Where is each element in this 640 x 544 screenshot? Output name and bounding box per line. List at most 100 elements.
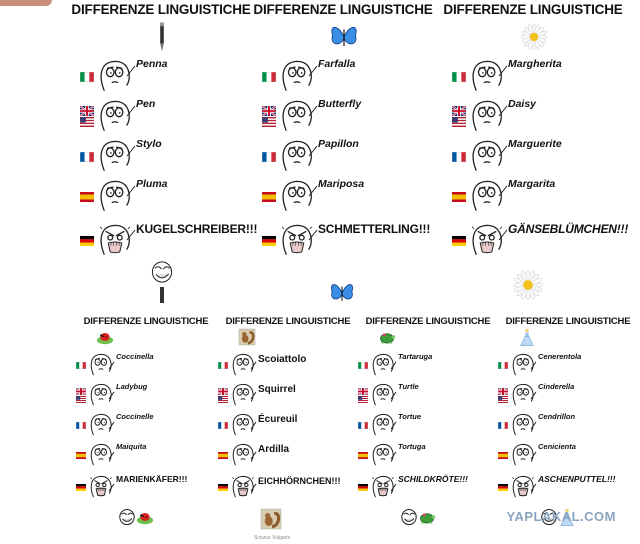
speech-line [498, 228, 508, 246]
stick-face-icon [511, 352, 535, 381]
speech-line [308, 144, 318, 162]
panel-butterfly: DIFFERENZE LINGUISTICHE Farfalla Butterfly… [253, 0, 442, 544]
word-es: Margarita [508, 178, 556, 190]
word-it: Scoiattolo [258, 354, 307, 365]
flag-it-icon [218, 362, 228, 369]
flag-fr-icon [218, 422, 228, 429]
word-de: ASCHENPUTTEL!!! [538, 474, 616, 484]
translation-row-es: Tortuga [358, 442, 498, 478]
stick-face-icon [89, 352, 113, 381]
word-fr: Écureuil [258, 414, 298, 425]
flag-it-icon [498, 362, 508, 369]
word-de: KUGELSCHREIBER!!! [136, 222, 258, 236]
panel-cinderella: DIFFERENZE LINGUISTICHE Cenerentola Cinder… [498, 0, 638, 544]
corner-decoration [0, 0, 52, 6]
word-de: SCHILDKRÖTE!!! [398, 474, 468, 484]
word-de: EICHHÖRNCHEN!!! [258, 476, 341, 486]
word-it: Tartaruga [398, 352, 433, 361]
stick-face-icon [89, 442, 113, 471]
speech-line [308, 104, 318, 122]
squirrel-caption: Sciurus Vulgaris [254, 535, 290, 541]
translation-row-it: Penna [80, 58, 260, 94]
translation-row-de: SCHILDKRÖTE!!! [358, 474, 498, 510]
stick-face-icon [280, 98, 314, 137]
rage-face-icon [470, 222, 504, 261]
panel-ladybug: DIFFERENZE LINGUISTICHE Coccinella Ladybug… [76, 0, 216, 544]
word-es: Cenicienta [538, 442, 576, 451]
rage-face-icon [89, 474, 113, 503]
flag-it-icon [76, 362, 86, 369]
flag-es-icon [452, 192, 466, 202]
translation-row-en: Pen [80, 98, 260, 134]
flag-fr-icon [358, 422, 368, 429]
translation-row-en: Ladybug [76, 382, 216, 418]
word-es: Tortuga [398, 442, 426, 451]
stick-face-icon [371, 352, 395, 381]
watermark: YAPLAKAL.COM [506, 509, 616, 524]
stick-face-icon [280, 58, 314, 97]
panel-daisy: DIFFERENZE LINGUISTICHE Margherita Daisy Ma… [443, 0, 632, 544]
translation-row-en: Daisy [452, 98, 632, 134]
translation-row-es: Margarita [452, 178, 632, 214]
word-en: Pen [136, 98, 156, 110]
flag-es-icon [358, 452, 368, 459]
speech-line [250, 417, 257, 435]
speech-line [126, 104, 136, 122]
speech-line [498, 104, 508, 122]
translation-row-de: EICHHÖRNCHEN!!! [218, 474, 358, 510]
stick-face-icon [280, 138, 314, 177]
speech-line [108, 479, 115, 497]
flag-es-icon [218, 452, 228, 459]
flag-fr-icon [452, 152, 466, 162]
word-en: Butterfly [318, 98, 362, 110]
flag-de-icon [358, 484, 368, 491]
translation-row-fr: Marguerite [452, 138, 632, 174]
speech-line [126, 144, 136, 162]
cinderella-icon [518, 328, 536, 351]
turtle-troll-icon [400, 508, 436, 526]
speech-line [308, 228, 318, 246]
speech-line [108, 387, 115, 405]
flag-de-icon [76, 484, 86, 491]
translation-row-de: KUGELSCHREIBER!!! [80, 222, 260, 258]
word-de: MARIENKÄFER!!! [116, 474, 188, 484]
ladybug-icon [96, 328, 114, 351]
speech-line [390, 357, 397, 375]
word-de: SCHMETTERLING!!! [318, 222, 431, 236]
pen-icon [147, 22, 177, 57]
translation-row-it: Cenerentola [498, 352, 638, 388]
word-es: Ardilla [258, 444, 290, 455]
word-fr: Cendrillon [538, 412, 576, 421]
translation-row-en: Butterfly [262, 98, 442, 134]
translation-row-en: Squirrel [218, 382, 358, 418]
stick-face-icon [371, 382, 395, 411]
daisy-icon [519, 22, 549, 57]
speech-line [126, 184, 136, 202]
stick-face-icon [470, 58, 504, 97]
flag-fr-icon [498, 422, 508, 429]
panel-title: DIFFERENZE LINGUISTICHE [365, 316, 491, 327]
daisy-troll-icon [511, 268, 545, 307]
word-en: Ladybug [116, 382, 148, 391]
speech-line [390, 417, 397, 435]
word-it: Penna [136, 58, 168, 70]
translation-row-en: Turtle [358, 382, 498, 418]
troll-face-icon [150, 260, 174, 303]
panel-squirrel: DIFFERENZE LINGUISTICHE Scoiattolo Squirre… [218, 0, 358, 544]
panel-title: DIFFERENZE LINGUISTICHE [505, 316, 631, 327]
butterfly-icon [329, 22, 359, 57]
speech-line [530, 479, 537, 497]
word-fr: Coccinelle [116, 412, 154, 421]
stick-face-icon [511, 442, 535, 471]
rage-face-icon [98, 222, 132, 261]
translation-row-es: Mariposa [262, 178, 442, 214]
speech-line [530, 357, 537, 375]
speech-line [250, 387, 257, 405]
stick-face-icon [231, 412, 255, 441]
word-fr: Tortue [398, 412, 422, 421]
translation-row-es: Maiquita [76, 442, 216, 478]
translation-row-fr: Papillon [262, 138, 442, 174]
flag-fr-icon [262, 152, 276, 162]
speech-line [530, 387, 537, 405]
word-es: Mariposa [318, 178, 365, 190]
